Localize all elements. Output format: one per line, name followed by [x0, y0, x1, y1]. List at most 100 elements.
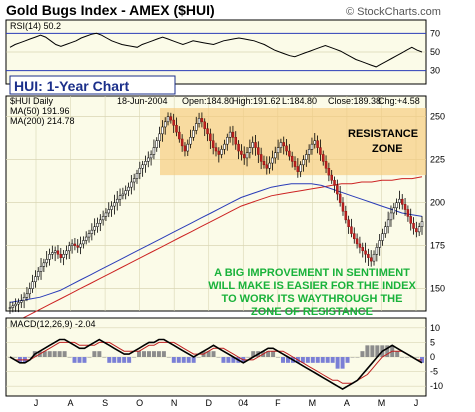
- rsi-ticks: 30 50 70: [430, 28, 440, 75]
- price-bar: [34, 276, 37, 283]
- price-bar: [406, 209, 410, 217]
- macd-hist-bar: [151, 351, 156, 357]
- rsi-path: [9, 32, 423, 68]
- macd-hist-bar: [226, 357, 231, 363]
- x-tick-2: S: [102, 398, 108, 408]
- resistance-zone: [160, 108, 426, 176]
- high-text: High:191.62: [232, 96, 281, 106]
- price-bar: [226, 137, 229, 145]
- macd-hist-bar: [12, 357, 17, 358]
- hui-label: HUI: 1-Year Chart: [14, 78, 129, 94]
- macd-hist-bar: [92, 351, 97, 357]
- price-bar: [79, 243, 82, 248]
- rsi-tick-70: 70: [430, 28, 440, 38]
- macd-hist-bar: [171, 357, 176, 363]
- price-bar: [149, 154, 153, 159]
- x-tick-8: M: [309, 398, 317, 408]
- price-bar: [147, 157, 150, 162]
- macd-hist-bar: [97, 351, 102, 357]
- macd-hist-bar: [281, 357, 286, 363]
- x-tick-9: A: [344, 398, 350, 408]
- price-bar: [70, 243, 74, 246]
- macd-hist-bar: [345, 357, 350, 363]
- macd-hist-bar: [57, 351, 62, 357]
- macd-hist-bar: [310, 357, 315, 363]
- price-bar: [257, 147, 260, 155]
- x-tick-4: N: [171, 398, 178, 408]
- price-bar: [358, 243, 362, 248]
- price-bar: [124, 190, 127, 195]
- macd-hist-bar: [271, 351, 276, 357]
- macd-hist-bar: [27, 357, 32, 358]
- price-bar: [51, 252, 54, 255]
- price-bar: [87, 233, 91, 238]
- price-bar: [31, 281, 34, 289]
- price-bar: [93, 226, 96, 231]
- macd-hist-bar: [285, 357, 290, 363]
- price-bar: [305, 154, 308, 160]
- macd-hist-bar: [176, 357, 181, 363]
- price-bar: [155, 140, 158, 148]
- green-line-1: A BIG IMPROVEMENT IN SENTIMENT: [214, 267, 410, 279]
- macd-hist-bar: [196, 357, 201, 358]
- price-bar: [296, 166, 300, 172]
- date-text: 18-Jun-2004: [117, 96, 168, 106]
- rsi-label: RSI(14) 50.2: [10, 21, 61, 31]
- macd-ticks: -10 -5 0 5 10: [430, 323, 443, 391]
- macd-hist-bar: [231, 357, 236, 363]
- price-bar: [178, 131, 181, 140]
- price-bar: [248, 147, 252, 154]
- price-bar: [350, 226, 353, 234]
- price-bar: [144, 161, 147, 166]
- price-bar: [333, 180, 336, 186]
- price-bar: [361, 247, 364, 252]
- price-bar: [73, 243, 77, 246]
- chart-title: Gold Bugs Index - AMEX ($HUI): [6, 2, 215, 18]
- price-bar: [313, 140, 317, 145]
- x-tick-6: 04: [238, 398, 248, 408]
- price-bar: [113, 202, 116, 207]
- macd-hist-bar: [300, 357, 305, 363]
- green-line-2: WILL MAKE IS EASIER FOR THE INDEX: [208, 280, 416, 292]
- macd-hist-bar: [132, 357, 137, 358]
- price-bar: [367, 253, 370, 258]
- price-bar: [217, 150, 221, 155]
- macd-hist-bar: [315, 357, 320, 363]
- price-bar: [141, 164, 144, 169]
- price-bar: [42, 262, 46, 267]
- macd-hist-bar: [107, 357, 112, 363]
- price-bar: [200, 118, 204, 123]
- price-bar: [158, 133, 161, 141]
- low-text: L:184.80: [282, 96, 317, 106]
- macd-hist-bar: [137, 351, 142, 357]
- price-bar: [242, 154, 246, 159]
- x-tick-1: A: [68, 398, 74, 408]
- price-bar: [186, 143, 190, 152]
- x-tick-3: O: [136, 398, 143, 408]
- price-bar: [381, 233, 384, 241]
- price-bar: [327, 167, 331, 176]
- macd-tick--5: -5: [430, 367, 438, 377]
- main-y-ticks: 150 175 200 225 250: [430, 112, 445, 294]
- x-axis: J A S O N D 04 F M A M J: [34, 398, 419, 408]
- price-bar: [262, 161, 266, 166]
- price-bar: [403, 204, 407, 210]
- rsi-series: [6, 32, 426, 72]
- ma200-label: MA(200) 214.78: [10, 116, 75, 126]
- price-bar: [48, 253, 51, 260]
- macd-path: [9, 338, 423, 391]
- price-bar: [211, 140, 215, 148]
- price-bar: [22, 296, 26, 301]
- macd-hist-bar: [117, 357, 122, 363]
- price-bar: [76, 245, 79, 248]
- price-bar: [209, 133, 212, 141]
- price-bar: [172, 119, 175, 126]
- price-bar: [68, 245, 71, 252]
- price-bar: [307, 149, 311, 155]
- macd-hist-bar: [127, 357, 132, 363]
- price-bar: [293, 161, 297, 167]
- price-bar: [417, 226, 421, 233]
- price-bar: [228, 131, 232, 138]
- price-bar: [268, 162, 271, 169]
- rsi-tick-50: 50: [430, 47, 440, 57]
